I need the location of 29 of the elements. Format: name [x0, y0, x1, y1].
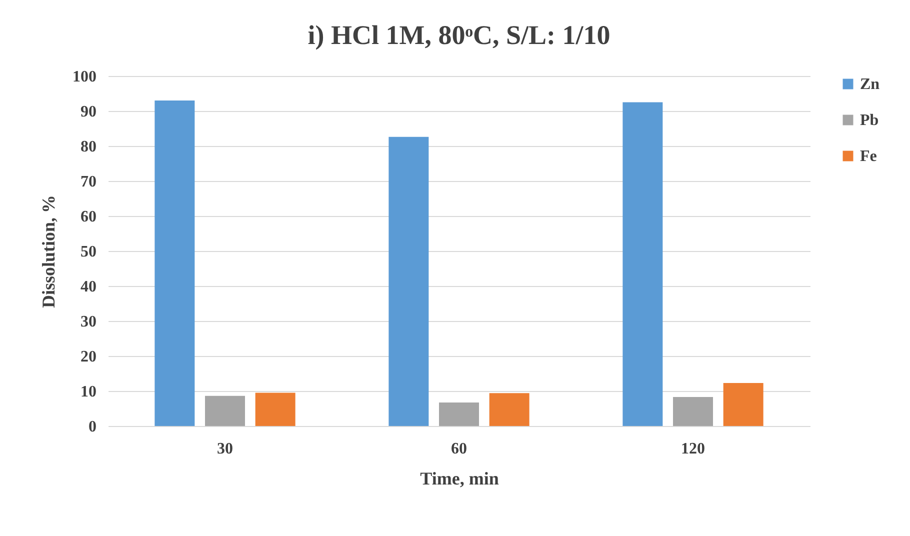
- chart-title: i) HCl 1M, 80ᵒC, S/L: 1/10: [308, 20, 610, 50]
- y-tick-label: 20: [80, 348, 96, 366]
- bar: [388, 136, 429, 426]
- bar: [205, 396, 245, 426]
- bar: [622, 102, 663, 426]
- bar: [489, 393, 530, 426]
- legend-label: Zn: [860, 76, 880, 93]
- y-tick-label: 80: [80, 138, 96, 156]
- x-tick-label: 60: [451, 440, 467, 458]
- y-tick-label: 90: [80, 104, 96, 120]
- y-tick-label: 70: [80, 174, 96, 190]
- x-tick-label: 30: [217, 440, 233, 458]
- y-axis-title: Dissolution, %: [38, 194, 58, 308]
- bar: [439, 402, 479, 426]
- legend-label: Pb: [860, 112, 879, 129]
- y-tick-label: 60: [80, 208, 96, 226]
- y-tick-label: 40: [80, 278, 96, 296]
- y-tick-label: 0: [88, 418, 96, 436]
- bar: [154, 100, 195, 426]
- y-tick-label: 50: [80, 244, 96, 260]
- bar: [673, 396, 713, 426]
- x-axis-title: Time, min: [420, 468, 499, 488]
- y-tick-label: 30: [80, 314, 96, 330]
- x-tick-label: 120: [681, 440, 705, 458]
- y-tick-label: 100: [72, 68, 96, 86]
- legend-label: Fe: [860, 148, 877, 165]
- bar: [723, 382, 764, 426]
- bar: [255, 392, 296, 426]
- y-tick-label: 10: [80, 384, 96, 400]
